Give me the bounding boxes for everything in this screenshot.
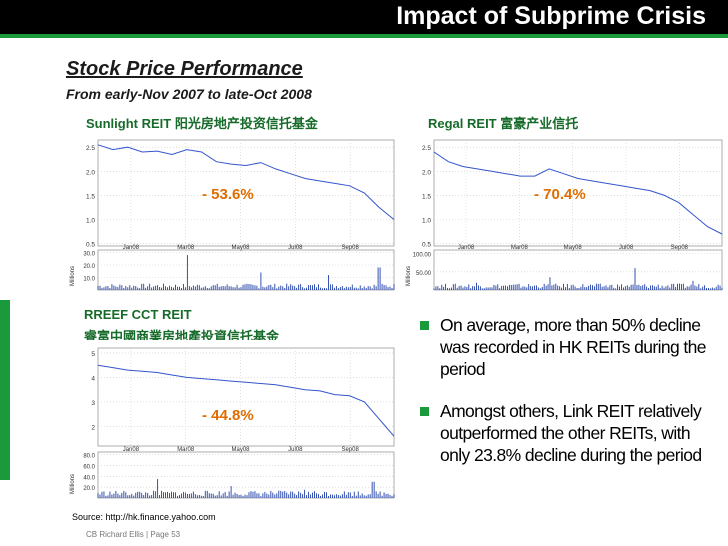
month-tick-label: Jan08 xyxy=(458,245,475,251)
bullet-list: On average, more than 50% decline was re… xyxy=(420,314,710,486)
chart-title-sunlight: Sunlight REIT 阳光房地产投资信托基金 xyxy=(86,116,318,131)
month-tick-label: May08 xyxy=(232,447,251,453)
page-title: Impact of Subprime Crisis xyxy=(396,2,706,30)
month-tick-label: Mar08 xyxy=(177,447,195,453)
month-tick-label: Jul08 xyxy=(288,447,303,453)
month-tick-label: Jan08 xyxy=(123,447,140,453)
month-tick-label: Mar08 xyxy=(511,245,529,251)
price-tick-label: 1.5 xyxy=(86,193,95,200)
month-tick-label: Jul08 xyxy=(288,245,303,251)
bullet-text: Amongst others, Link REIT relatively out… xyxy=(440,401,702,465)
chart-regal: 0.5 1.0 1.5 2.0 2.5 50.00 100.00 Millions Jan08 M… xyxy=(402,132,728,300)
price-tick-label: 2.0 xyxy=(86,169,95,176)
price-tick-label: 2.0 xyxy=(422,169,431,176)
price-tick-label: 0.5 xyxy=(86,242,95,249)
month-tick-label: May08 xyxy=(232,245,251,251)
source-note: Source: http://hk.finance.yahoo.com xyxy=(72,512,216,522)
bullet-text: On average, more than 50% decline was re… xyxy=(440,315,707,379)
volume-tick-label: 40.0 xyxy=(83,475,95,481)
volume-axis-label: Millions xyxy=(70,266,76,286)
volume-axis-label: Millions xyxy=(406,266,412,286)
title-bar-accent xyxy=(0,34,728,38)
chart-rreef: 2 3 4 5 20.0 40.0 60.0 80.0 Millions Jan08 Mar08 Ma… xyxy=(66,340,404,512)
chart-title-rreef-line1: RREEF CCT REIT xyxy=(84,307,192,322)
section-title: Stock Price Performance xyxy=(66,58,303,80)
price-plot-frame xyxy=(97,347,395,447)
volume-plot-frame xyxy=(97,249,395,291)
volume-tick-label: 80.0 xyxy=(83,454,95,460)
price-tick-label: 5 xyxy=(91,351,95,358)
price-series-line xyxy=(433,151,723,235)
month-tick-label: May08 xyxy=(564,245,583,251)
month-tick-label: Mar08 xyxy=(177,245,195,251)
month-tick-label: Jul08 xyxy=(619,245,634,251)
month-tick-label: Sep08 xyxy=(341,447,359,453)
price-plot-frame xyxy=(97,139,395,247)
volume-tick-label: 60.0 xyxy=(83,465,95,471)
chart-title-regal: Regal REIT 富豪产业信托 xyxy=(428,116,579,131)
price-series-line xyxy=(97,364,395,437)
month-tick-label: Sep08 xyxy=(671,245,689,251)
title-bar xyxy=(0,0,728,34)
volume-tick-label: 20.0 xyxy=(83,486,95,492)
change-label-regal: - 70.4% xyxy=(534,186,586,203)
volume-tick-label: 50.00 xyxy=(416,271,432,277)
square-bullet-icon xyxy=(420,407,429,416)
month-tick-label: Jan08 xyxy=(123,245,140,251)
price-tick-label: 1.5 xyxy=(422,193,431,200)
volume-tick-label: 100.00 xyxy=(413,253,432,259)
month-tick-label: Sep08 xyxy=(341,245,359,251)
volume-tick-label: 20.0 xyxy=(83,264,95,270)
volume-tick-label: 30.0 xyxy=(83,252,95,258)
bullet-item: Amongst others, Link REIT relatively out… xyxy=(420,400,710,466)
chart-sunlight: 0.5 1.0 1.5 2.0 2.5 10.0 20.0 30.0 Millions Jan08… xyxy=(66,132,404,300)
price-plot-frame xyxy=(433,139,723,247)
section-period: From early-Nov 2007 to late-Oct 2008 xyxy=(66,86,312,102)
footer: CB Richard Ellis | Page 53 xyxy=(86,530,181,539)
price-series-line xyxy=(97,144,395,220)
square-bullet-icon xyxy=(420,321,429,330)
volume-plot-frame xyxy=(433,249,723,291)
price-tick-label: 0.5 xyxy=(422,242,431,249)
volume-axis-label: Millions xyxy=(70,474,76,494)
price-tick-label: 2.5 xyxy=(422,145,431,152)
price-tick-label: 4 xyxy=(91,375,95,382)
price-tick-label: 1.0 xyxy=(422,218,431,225)
price-tick-label: 2 xyxy=(91,424,95,431)
decorative-rail xyxy=(0,300,10,480)
change-label-sunlight: - 53.6% xyxy=(202,186,254,203)
price-tick-label: 3 xyxy=(91,400,95,407)
change-label-rreef: - 44.8% xyxy=(202,407,254,424)
price-tick-label: 2.5 xyxy=(86,145,95,152)
price-tick-label: 1.0 xyxy=(86,218,95,225)
bullet-item: On average, more than 50% decline was re… xyxy=(420,314,710,380)
volume-plot-frame xyxy=(97,451,395,499)
volume-tick-label: 10.0 xyxy=(83,277,95,283)
